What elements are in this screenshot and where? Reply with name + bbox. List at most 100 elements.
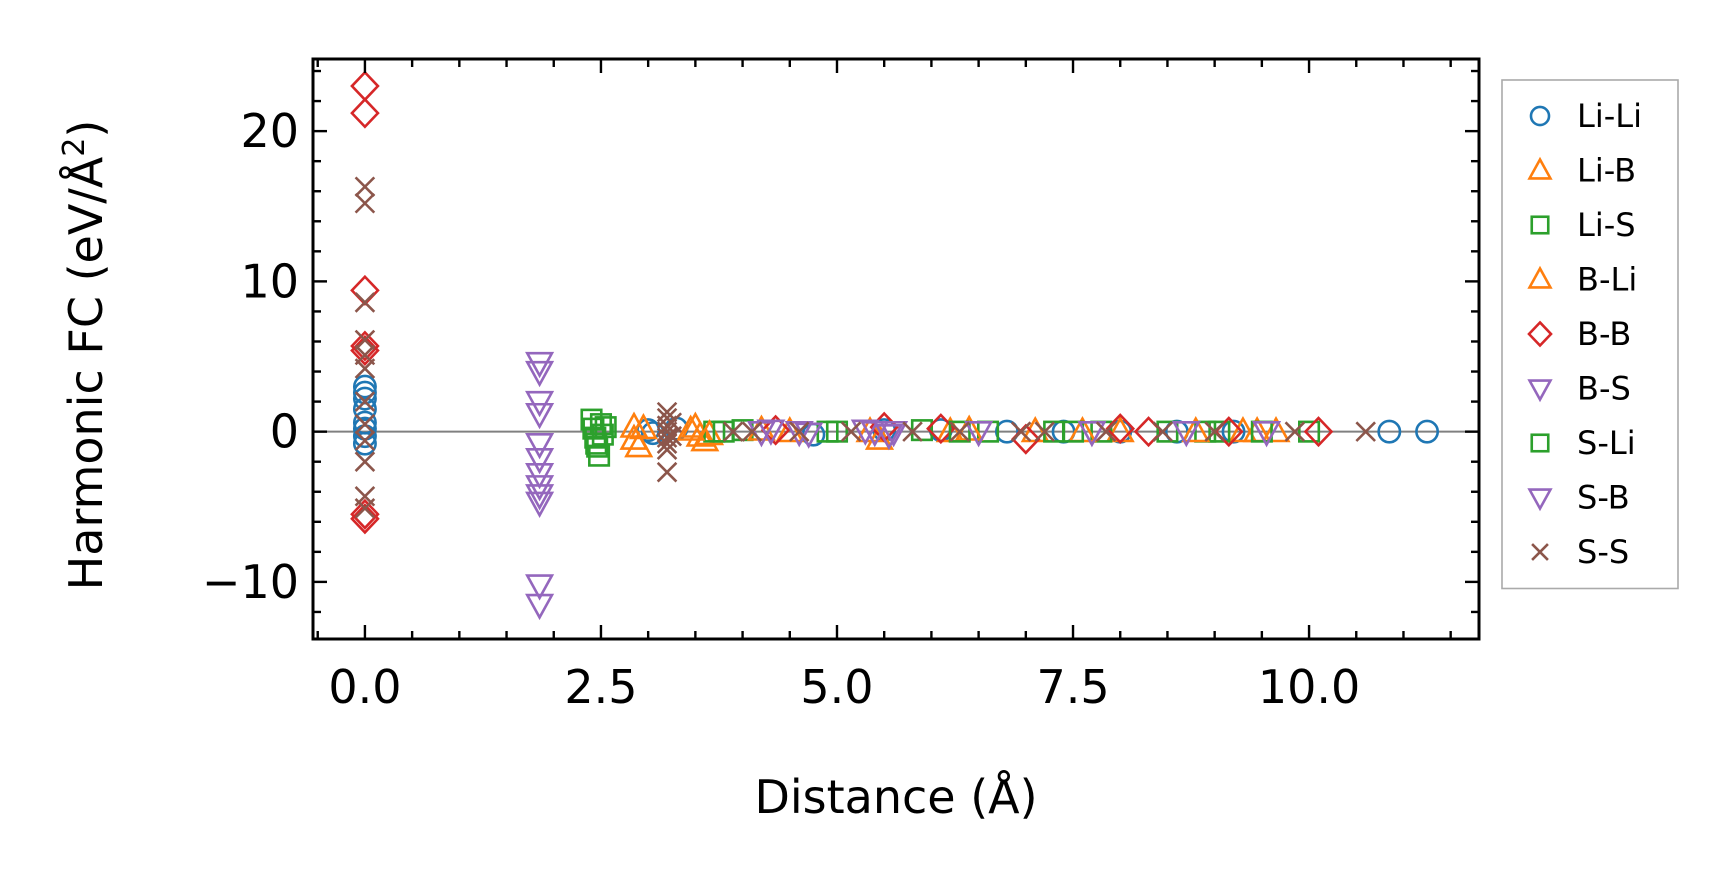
data-point-b-s	[525, 351, 555, 379]
data-point-s-s	[354, 451, 376, 472]
data-point-b-b	[350, 503, 380, 535]
data-point-s-b	[879, 420, 909, 448]
legend-entry-li-li: Li-Li	[1529, 97, 1642, 135]
data-point-s-s	[354, 430, 376, 451]
y-axis-label-main: Harmonic FC (eV/Å	[59, 156, 113, 590]
data-point-b-li	[676, 414, 706, 441]
data-point-b-s	[525, 574, 555, 601]
legend-label: Li-S	[1577, 206, 1636, 244]
legend-entry-b-s: B-S	[1527, 370, 1631, 408]
data-point-s-li	[594, 416, 617, 439]
data-point-s-li	[1061, 420, 1085, 443]
data-point-li-b	[1261, 415, 1291, 443]
data-point-b-s	[525, 433, 555, 460]
y-tick-label: 0	[270, 405, 299, 459]
data-point-s-s	[1010, 421, 1032, 442]
data-point-s-s	[902, 421, 923, 442]
data-point-s-s	[354, 192, 376, 214]
data-point-b-li	[628, 412, 658, 440]
legend-label: S-S	[1577, 533, 1629, 571]
data-point-s-s	[788, 421, 810, 442]
data-point-s-s	[354, 292, 376, 313]
data-point-s-s	[354, 391, 376, 412]
series-s-s	[354, 176, 1376, 519]
legend-marker	[1531, 543, 1549, 561]
data-point-b-s	[874, 423, 904, 451]
data-point-li-li	[1377, 419, 1402, 444]
data-point-b-b	[1105, 413, 1136, 445]
data-point-s-s	[1204, 421, 1225, 442]
data-point-b-s	[525, 593, 555, 621]
data-point-s-b	[1077, 420, 1107, 448]
data-point-li-b	[1228, 415, 1258, 443]
data-point-li-li	[1415, 419, 1440, 444]
data-point-b-b	[760, 414, 791, 446]
data-point-li-li	[994, 419, 1019, 444]
data-point-s-li	[1156, 420, 1179, 443]
legend-entry-s-b: S-B	[1527, 479, 1630, 517]
legend-marker	[1530, 215, 1550, 235]
legend-marker	[1527, 320, 1553, 348]
legend-label: B-Li	[1577, 261, 1637, 299]
data-point-b-b	[350, 97, 380, 129]
data-point-s-s	[1284, 421, 1306, 442]
series-b-s	[525, 351, 904, 621]
data-point-b-s	[525, 448, 555, 475]
data-point-s-s	[722, 421, 744, 442]
legend-marker	[1527, 265, 1553, 289]
data-point-b-s	[525, 484, 555, 511]
data-point-b-li	[694, 418, 725, 446]
data-point-s-s	[1152, 421, 1173, 442]
data-point-s-s	[1034, 421, 1055, 442]
plot-area	[313, 70, 1479, 621]
data-point-s-s	[1095, 421, 1117, 442]
data-point-b-s	[525, 402, 555, 430]
legend-marker	[1527, 379, 1553, 403]
data-point-b-s	[525, 491, 555, 518]
data-point-s-b	[1252, 420, 1282, 448]
data-point-li-li	[352, 431, 377, 456]
data-point-li-li	[352, 386, 377, 411]
data-point-li-s	[1208, 420, 1231, 443]
data-point-b-s	[784, 420, 814, 448]
y-tick-label: 20	[240, 104, 299, 158]
data-point-s-b	[1171, 420, 1201, 448]
legend-entry-li-b: Li-B	[1527, 152, 1636, 190]
data-point-s-b	[964, 420, 994, 448]
plot-frame	[311, 57, 1481, 641]
legend-entry-b-li: B-Li	[1527, 261, 1637, 299]
y-axis-label: Harmonic FC (eV/Å2)	[57, 120, 113, 591]
data-points	[350, 70, 1440, 621]
legend-label: S-B	[1577, 479, 1630, 517]
data-point-li-li	[1221, 419, 1246, 444]
data-point-s-s	[354, 176, 376, 197]
legend-label: B-S	[1577, 370, 1631, 408]
data-point-s-s	[354, 413, 376, 435]
y-axis-label-close: )	[59, 120, 113, 138]
x-axis-label: Distance (Å)	[754, 770, 1037, 824]
y-tick-label: −10	[202, 555, 299, 609]
data-point-li-b	[685, 420, 715, 447]
x-tick-label: 10.0	[1258, 660, 1360, 714]
data-point-s-s	[354, 329, 376, 351]
legend-entry-s-s: S-S	[1531, 533, 1629, 571]
legend-marker	[1527, 156, 1553, 180]
legend-label: Li-B	[1577, 152, 1636, 190]
data-point-li-s	[588, 444, 611, 467]
legend-marker	[1530, 433, 1550, 453]
legend-marker	[1527, 488, 1553, 512]
legend-label: S-Li	[1577, 424, 1636, 462]
data-point-s-s	[949, 421, 971, 442]
data-point-b-b	[1303, 416, 1334, 448]
data-point-b-b	[350, 330, 380, 362]
x-tick-label: 2.5	[564, 660, 637, 714]
y-axis-label-superscript: 2	[57, 138, 92, 157]
data-point-b-s	[525, 475, 555, 502]
x-tick-label: 7.5	[1036, 660, 1109, 714]
x-tick-label: 5.0	[800, 660, 873, 714]
data-point-li-li	[352, 397, 377, 422]
legend-marker	[1529, 105, 1551, 127]
x-tick-label: 0.0	[328, 660, 401, 714]
data-point-s-s	[840, 421, 862, 442]
